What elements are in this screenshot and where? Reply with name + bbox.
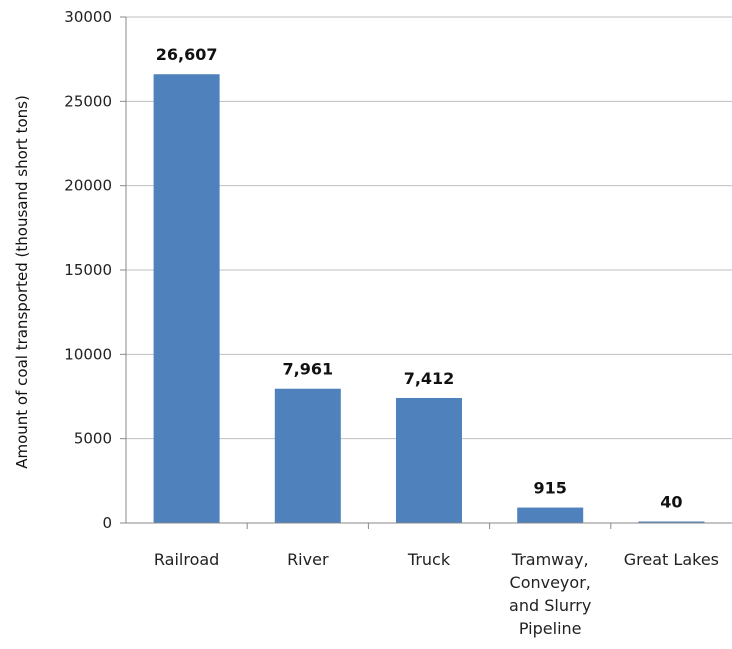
category-label: River (287, 550, 329, 569)
bar (153, 74, 220, 523)
data-label: 40 (660, 493, 682, 512)
y-axis-title: Amount of coal transported (thousand sho… (13, 95, 31, 469)
bar (274, 388, 341, 523)
y-tick-label: 10000 (64, 345, 112, 363)
y-tick-label: 0 (102, 514, 112, 532)
y-tick-label: 25000 (64, 92, 112, 110)
data-label: 7,412 (404, 369, 455, 388)
y-tick-label: 30000 (64, 8, 112, 26)
category-label: Great Lakes (624, 550, 719, 569)
category-label: Railroad (154, 550, 219, 569)
data-label: 26,607 (156, 45, 218, 64)
category-label: Truck (407, 550, 451, 569)
y-tick-label: 15000 (64, 261, 112, 279)
y-tick-label: 20000 (64, 177, 112, 195)
data-label: 915 (533, 479, 566, 498)
gridlines (126, 16, 732, 440)
y-axis-ticks: 0 5000 10000 15000 20000 25000 30000 (64, 8, 126, 532)
data-labels: 26,607 7,961 7,412 915 40 (156, 45, 683, 511)
category-labels: Railroad River Truck Tramway, Conveyor, and S… (154, 523, 719, 638)
data-label: 7,961 (282, 360, 333, 379)
y-tick-label: 5000 (74, 430, 112, 448)
bar (638, 521, 705, 523)
bar (517, 507, 584, 523)
category-label: Tramway, Conveyor, and Slurry Pipeline (509, 550, 591, 638)
bar (396, 397, 462, 523)
bars (153, 74, 705, 523)
